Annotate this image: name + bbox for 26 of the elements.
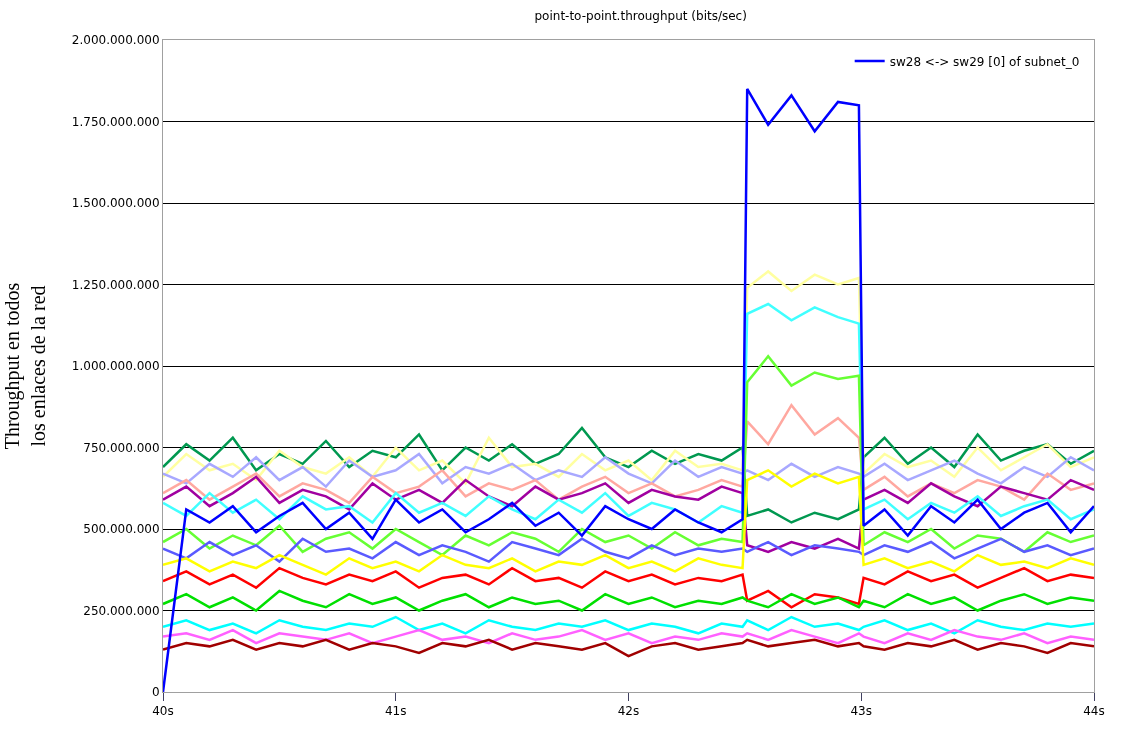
- line-series: [163, 452, 1094, 488]
- line-series: [163, 628, 1094, 645]
- x-tick-label: 44s: [1083, 704, 1105, 719]
- legend-label: sw28 <-> sw29 [0] of subnet_0: [889, 54, 1080, 69]
- line-series: [163, 566, 1094, 609]
- line-series: [163, 537, 1094, 563]
- x-tick-label: 43s: [850, 704, 873, 719]
- line-series: [163, 589, 1094, 612]
- y-tick-label: 0: [151, 685, 160, 700]
- y-tick-label: 750.000.000: [83, 440, 160, 455]
- y-tick-label: 1.000.000.000: [71, 359, 160, 374]
- y-axis-title: Throughput en todos los enlaces de la red: [1, 282, 50, 450]
- y-tick-label: 2.000.000.000: [71, 33, 160, 48]
- y-tick-label: 1.500.000.000: [71, 196, 160, 211]
- line-series: [163, 638, 1094, 658]
- line-series: [163, 87, 1094, 692]
- line-series: [163, 469, 1094, 576]
- chart-title: point-to-point.throughput (bits/sec): [534, 8, 747, 23]
- y-tick-label: 500.000.000: [83, 522, 160, 537]
- line-series: [163, 615, 1094, 635]
- x-tick-label: 41s: [384, 704, 407, 719]
- y-tick-label: 1.750.000.000: [71, 114, 160, 129]
- y-tick-label: 250.000.000: [83, 603, 160, 618]
- x-tick-label: 42s: [617, 704, 640, 719]
- y-tick-label: 1.250.000.000: [71, 277, 160, 292]
- x-tick-label: 40s: [152, 704, 174, 719]
